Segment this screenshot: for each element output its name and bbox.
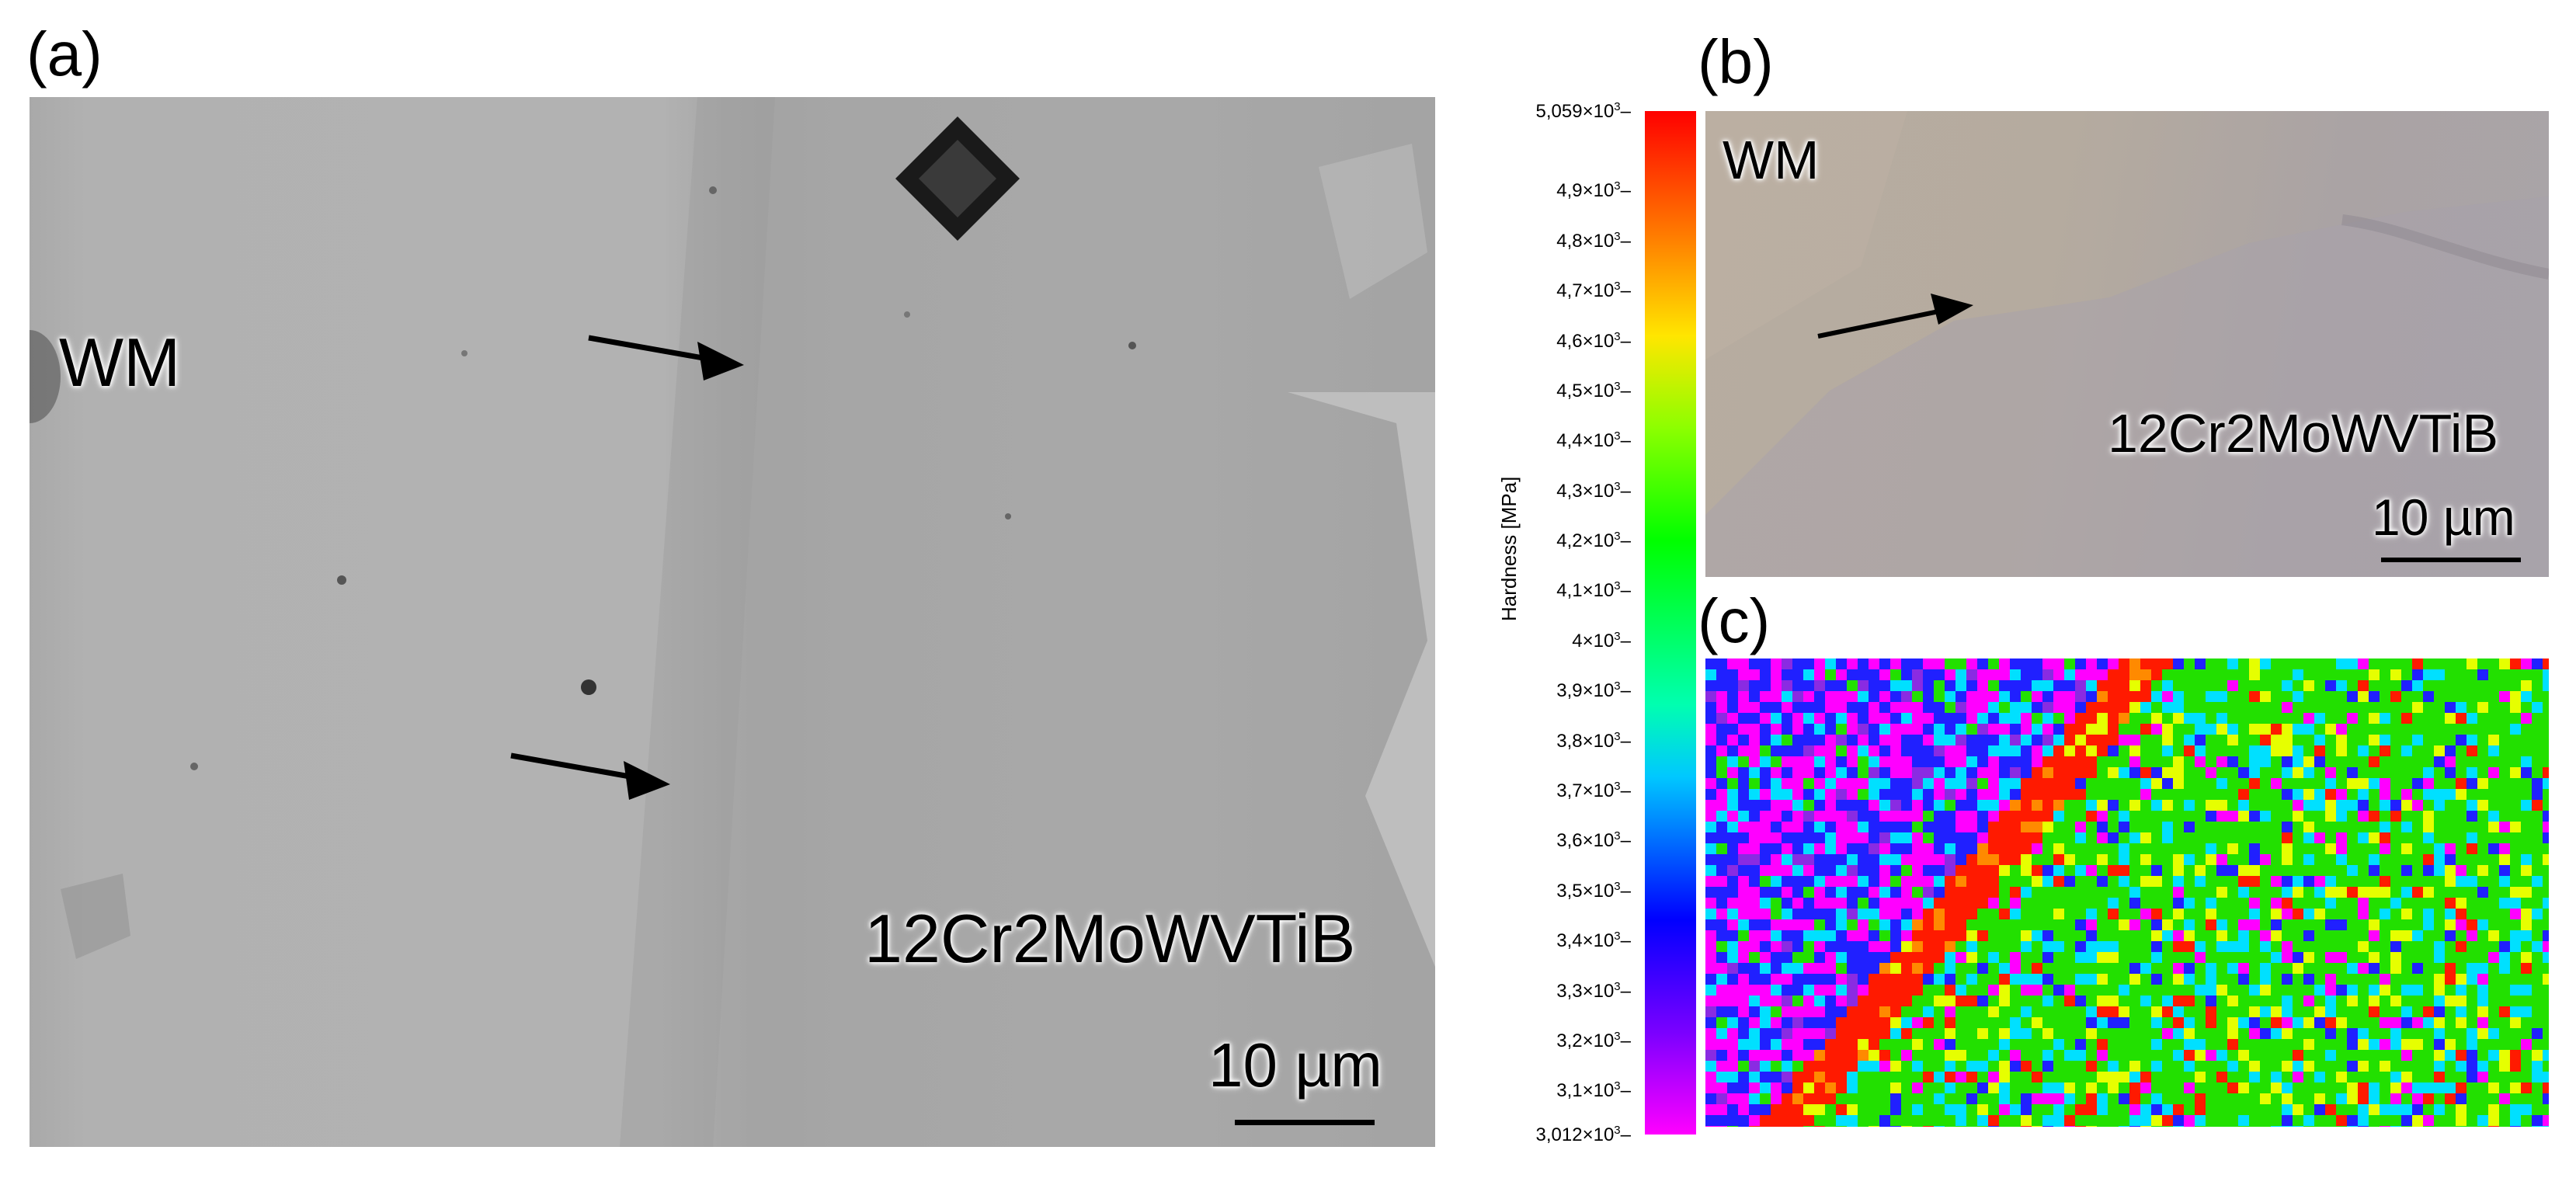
arrow-icon [588, 335, 744, 381]
panel-c-label: (c) [1698, 586, 1771, 655]
scale-bar-b [2381, 558, 2521, 562]
micrograph-b-texture [1705, 111, 2549, 577]
alloy-label-a: 12Cr2MoWVTiB [864, 900, 1356, 977]
colorbar-tick-label: 4,2×103– [1556, 530, 1631, 552]
colorbar-tick-label: 3,4×103– [1556, 930, 1631, 952]
colorbar-title: Hardness [MPa] [1497, 476, 1521, 621]
micrograph-panel-a: WM 12Cr2MoWVTiB 10 µm [30, 97, 1435, 1147]
colorbar-tick-label: 3,8×103– [1556, 729, 1631, 752]
scale-label-a: 10 µm [1208, 1030, 1382, 1100]
colorbar-tick-label: 4,6×103– [1556, 329, 1631, 352]
hardness-map [1705, 658, 2549, 1127]
colorbar-tick-label: 3,012×103– [1535, 1124, 1631, 1145]
colorbar-tick-label: 3,1×103– [1556, 1079, 1631, 1102]
colorbar-tick-label: 4,9×103– [1556, 179, 1631, 202]
colorbar-tick-label: 4,8×103– [1556, 229, 1631, 252]
arrow-icon [1817, 294, 1973, 339]
panel-b-label: (b) [1698, 27, 1774, 96]
colorbar-tick-label: 4,7×103– [1556, 280, 1631, 302]
micrograph-a-texture [30, 97, 1435, 1147]
scale-bar-a [1235, 1120, 1375, 1125]
hardness-colorbar [1645, 111, 1696, 1135]
panel-a-label: (a) [26, 19, 103, 89]
colorbar-tick-label: 3,2×103– [1556, 1029, 1631, 1051]
colorbar-tick-label: 3,5×103– [1556, 879, 1631, 902]
colorbar-tick-label: 3,3×103– [1556, 979, 1631, 1002]
colorbar-tick-label: 4,5×103– [1556, 379, 1631, 401]
region-label-wm-a: WM [59, 324, 181, 401]
colorbar-tick-label: 4,4×103– [1556, 429, 1631, 452]
colorbar-tick-label: 4,1×103– [1556, 579, 1631, 602]
colorbar-tick-label: 4,3×103– [1556, 479, 1631, 502]
region-label-wm-b: WM [1723, 130, 1820, 190]
arrow-icon [510, 752, 670, 800]
colorbar-tick-label: 4×103– [1572, 629, 1631, 652]
hardness-map-panel-c [1705, 658, 2549, 1127]
scale-label-b: 10 µm [2372, 488, 2515, 546]
colorbar-tick-label: 3,6×103– [1556, 829, 1631, 852]
colorbar-tick-label: 3,7×103– [1556, 780, 1631, 802]
colorbar-tick-label: 5,059×103– [1535, 100, 1631, 122]
colorbar-tick-label: 3,9×103– [1556, 679, 1631, 702]
micrograph-panel-b: WM 12Cr2MoWVTiB 10 µm [1705, 111, 2549, 577]
alloy-label-b: 12Cr2MoWVTiB [2108, 403, 2499, 464]
